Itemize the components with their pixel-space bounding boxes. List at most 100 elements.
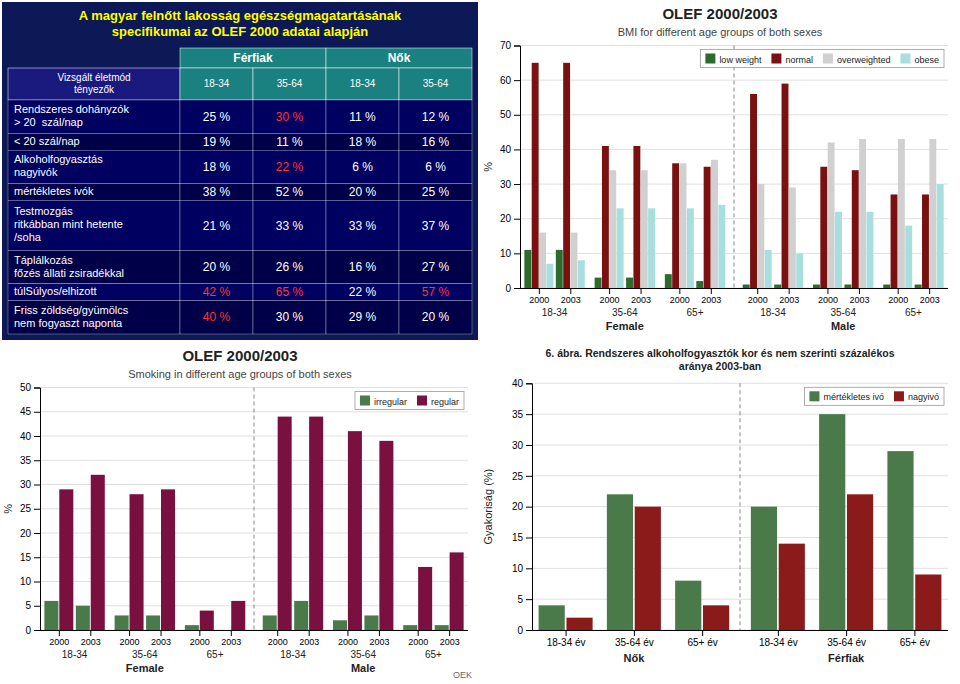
table-cell: [399, 250, 472, 283]
y-tick-label: 30: [500, 179, 512, 190]
legend: mértékletes ivónagyivó: [804, 387, 944, 405]
bar: [130, 494, 144, 630]
x-tick: 2003: [299, 630, 319, 647]
x-tick-label: 2003: [369, 637, 389, 647]
bar: [539, 605, 565, 630]
cell-value: 30 %: [276, 310, 304, 324]
x-tick-mark: [277, 630, 278, 636]
x-tick-label: 18-34 év: [759, 637, 798, 648]
group-label: Male: [351, 662, 375, 674]
cell-value: 22 %: [349, 285, 377, 299]
table-cell: [180, 301, 253, 334]
table-cell: [326, 284, 399, 301]
group-label: Male: [831, 320, 855, 332]
y-tick-mark: [514, 115, 520, 116]
bar: [922, 194, 929, 288]
legend-label: regular: [431, 397, 459, 407]
plot: 0102030405060702000200320002003200020032…: [482, 40, 948, 332]
y-tick-mark: [526, 507, 532, 508]
grid-line: [532, 444, 948, 445]
cell-value: 22 %: [276, 160, 304, 174]
bar: [566, 618, 592, 630]
y-axis-title: %: [482, 162, 494, 172]
bar: [231, 601, 245, 630]
x-tick-label: 35-64 év: [827, 637, 866, 648]
bar: [216, 630, 230, 631]
x-tick-label: 2000: [818, 295, 838, 305]
table-cell: [180, 250, 253, 283]
x-tick-label: 2003: [81, 637, 101, 647]
chart-title: OLEF 2000/2003: [662, 5, 777, 22]
y-tick-mark: [514, 80, 520, 81]
x-tick: 2000: [818, 288, 838, 305]
y-tick-label: 40: [20, 431, 32, 442]
column-label-line: 18-34: [204, 78, 230, 89]
y-tick-mark: [514, 184, 520, 185]
x-tick-label: 2003: [920, 295, 940, 305]
y-tick: 10: [500, 248, 520, 259]
cell-value: 42 %: [203, 285, 231, 299]
row-label: Alkoholfogyasztásnagyivók: [14, 153, 103, 178]
bar: [887, 451, 913, 630]
x-tick-label: 2000: [49, 637, 69, 647]
x-tick: 18-34 év: [547, 630, 586, 648]
chart-title-line: OLEF 2000/2003: [662, 5, 777, 22]
y-tick-mark: [34, 630, 40, 631]
cell-value: 6 %: [425, 160, 446, 174]
x-tick-mark: [898, 288, 899, 294]
bar: [891, 194, 898, 288]
y-tick-label: 40: [512, 378, 524, 389]
y-tick: 0: [505, 283, 520, 294]
panel: 6. ábra. Rendszeres alkoholfogyasztók ko…: [482, 347, 948, 665]
cell-value: 57 %: [422, 285, 450, 299]
cell-value: 52 %: [276, 185, 304, 199]
x-axis-line: [40, 630, 468, 631]
bar: [435, 625, 449, 630]
y-tick-label: 5: [517, 594, 523, 605]
bar: [59, 489, 73, 630]
legend: low weightnormaloverweightedobese: [700, 50, 944, 68]
y-axis-title: Gyakoriság (%): [482, 469, 494, 545]
y-tick: 10: [20, 576, 40, 587]
bar: [648, 208, 655, 288]
legend-label: low weight: [719, 55, 762, 65]
y-tick-mark: [526, 414, 532, 415]
bar: [595, 278, 602, 288]
column-header: [8, 68, 180, 100]
bar: [578, 260, 585, 288]
bar: [563, 63, 570, 288]
cell-value: 25 %: [203, 110, 231, 124]
grid-line: [520, 80, 948, 81]
row-label-line: > 20 szál/nap: [14, 116, 83, 128]
y-tick-mark: [526, 630, 532, 631]
x-tick-label: 2003: [701, 295, 721, 305]
x-tick: 2003: [920, 288, 940, 305]
x-tick-mark: [929, 288, 930, 294]
table-cell: [180, 133, 253, 150]
table-cell: [180, 284, 253, 301]
legend-item: overweighted: [823, 54, 891, 65]
column-group-header: [326, 48, 472, 68]
y-tick: 40: [512, 378, 532, 389]
x-tick-mark: [231, 630, 232, 636]
bar: [718, 205, 725, 288]
column-group-label: Férfiak: [233, 51, 273, 65]
cell-value: 37 %: [422, 219, 450, 233]
bar: [703, 605, 729, 630]
row-label: mértékletes ivók: [14, 185, 94, 197]
y-tick: 10: [512, 563, 532, 574]
cell-value: 20 %: [422, 310, 450, 324]
x-axis: 2000200320002003200020032000200320002003…: [520, 288, 948, 305]
table-cell: [253, 100, 326, 133]
grid: [40, 388, 468, 631]
y-tick-mark: [34, 436, 40, 437]
y-tick: 15: [20, 552, 40, 563]
bar: [937, 184, 944, 288]
age-group-label: 35-64: [132, 649, 158, 660]
x-tick: 65+ év: [900, 630, 930, 648]
y-tick-label: 5: [25, 600, 31, 611]
bar-series: [539, 414, 914, 630]
legend-swatch: [809, 391, 819, 401]
plot: 051015202530354018-34 év35-64 év65+ év18…: [482, 378, 948, 664]
x-tick-mark: [609, 288, 610, 294]
